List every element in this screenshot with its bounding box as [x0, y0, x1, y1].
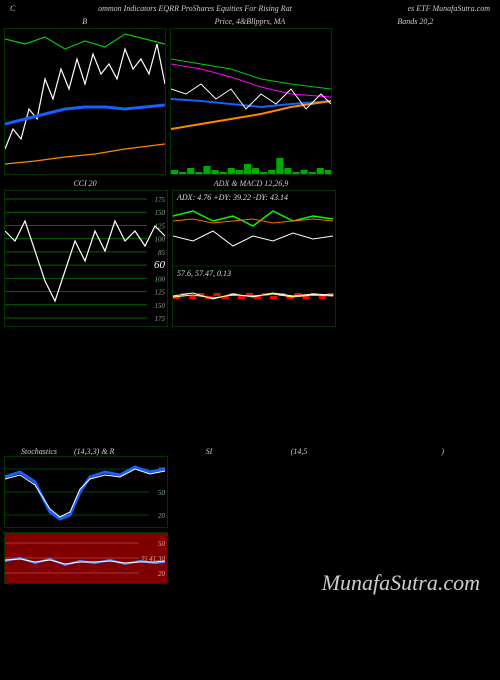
watermark: MunafaSutra.com: [322, 570, 480, 596]
price-chart: [4, 28, 166, 175]
page-header: C ommon Indicators EQRR ProShares Equiti…: [0, 0, 500, 17]
adx-macd-chart: ADX: 4.76 +DY: 39.22 -DY: 43.14 57.6, 57…: [172, 190, 336, 327]
cci-chart: 1751501251008560100125150175: [4, 190, 168, 327]
svg-text:150: 150: [155, 302, 166, 310]
macd-values-label: 57.6, 57.47, 0.13: [177, 269, 231, 278]
rsi-params: (14,5: [254, 447, 344, 456]
svg-text:50: 50: [158, 489, 166, 497]
rsi-chart: 5035 41.3020: [4, 532, 168, 584]
title-adx-macd: ADX & MACD 12,26,9: [170, 179, 332, 188]
title-cci: CCI 20: [4, 179, 166, 188]
svg-text:175: 175: [155, 196, 166, 204]
stoch-title-row: Stochastics (14,3,3) & R SI (14,5 ): [0, 447, 500, 456]
header-center: ommon Indicators EQRR ProShares Equities…: [20, 4, 370, 13]
svg-text:100: 100: [155, 275, 166, 283]
svg-text:175: 175: [155, 315, 166, 323]
header-left: C: [10, 4, 20, 13]
row1: [0, 28, 500, 175]
svg-text:100: 100: [155, 236, 166, 244]
title-price-ma: Price, 4&Bllpprs, MA: [169, 17, 330, 26]
rsi-label: SI: [164, 447, 254, 456]
title-b: B: [4, 17, 165, 26]
svg-text:85: 85: [158, 249, 166, 257]
row-stoch: 805020: [0, 456, 500, 528]
svg-text:20: 20: [158, 512, 166, 520]
adx-values-label: ADX: 4.76 +DY: 39.22 -DY: 43.14: [177, 193, 288, 202]
bands-chart-empty: [336, 28, 496, 173]
svg-text:150: 150: [155, 209, 166, 217]
svg-text:50: 50: [158, 540, 166, 548]
header-right: es ETF MunafaSutra.com: [370, 4, 490, 13]
title-bands: Bands 20,2: [335, 17, 496, 26]
bollinger-chart: [170, 28, 332, 175]
row1-titles: B Price, 4&Bllpprs, MA Bands 20,2: [0, 17, 500, 26]
stochastics-chart: 805020: [4, 456, 168, 528]
row2-titles: CCI 20 ADX & MACD 12,26,9: [0, 179, 500, 188]
stoch-label: Stochastics: [4, 447, 74, 456]
row2: 1751501251008560100125150175 ADX: 4.76 +…: [0, 190, 500, 327]
svg-text:20: 20: [158, 570, 166, 578]
svg-text:125: 125: [155, 289, 166, 297]
rsi-params-close: ): [344, 447, 444, 456]
stoch-params: (14,3,3) & R: [74, 447, 164, 456]
svg-text:60: 60: [154, 259, 166, 271]
